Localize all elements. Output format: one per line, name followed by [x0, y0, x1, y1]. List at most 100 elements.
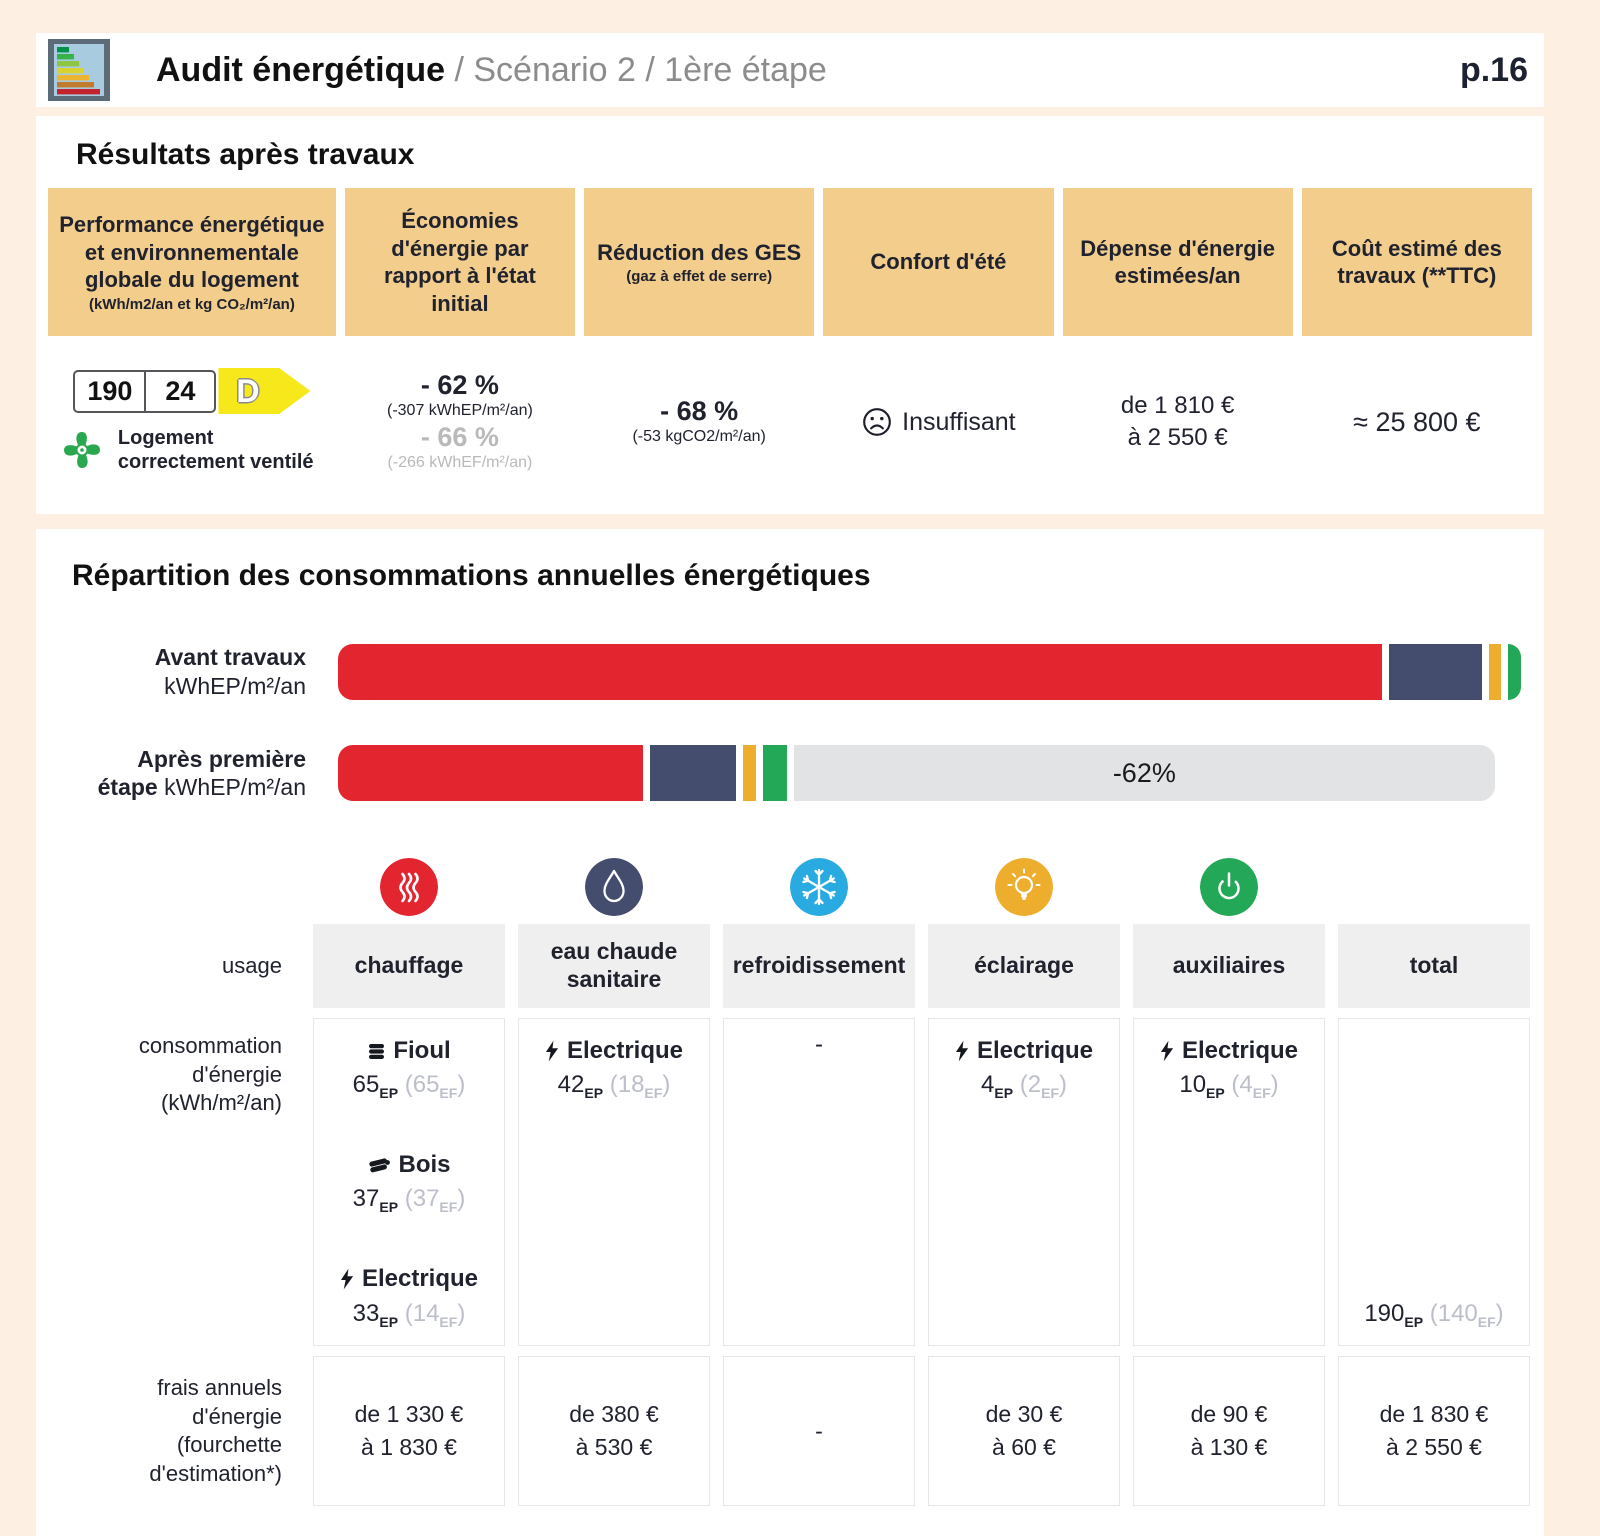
- dpe-co2-value: 24: [165, 375, 196, 406]
- power-icon: [1200, 858, 1258, 916]
- results-heading: Résultats après travaux: [76, 138, 415, 171]
- bois-icon: [367, 1156, 391, 1175]
- works-cost: ≈ 25 800 €: [1353, 406, 1481, 437]
- results-section: Résultats après travaux Performance éner…: [36, 116, 1544, 514]
- bar-segment-chauffage: [338, 643, 1383, 700]
- usage-row-label: usage: [222, 952, 282, 978]
- fan-icon: [63, 432, 100, 468]
- bolt-icon: [955, 1040, 970, 1062]
- ges-cell: - 68 % (-53 kgCO2/m²/an): [584, 346, 815, 498]
- performance-cell: 190 24 D Logement correctement ventil: [48, 346, 336, 498]
- col-auxiliaires: auxiliaires: [1133, 924, 1325, 1008]
- results-table-header: Performance énergétique et environnement…: [48, 188, 1532, 336]
- dpe-values-box: 190 24: [73, 369, 217, 413]
- bar-label-apres: Après première étape kWhEP/m²/an: [97, 745, 306, 801]
- costs-eclairage: de 30 € à 60 €: [928, 1356, 1120, 1507]
- usage-icons-row: [50, 858, 1530, 916]
- bolt-icon: [340, 1268, 355, 1290]
- snowflake-icon: [790, 858, 848, 916]
- expense-cell: de 1 810 € à 2 550 €: [1062, 346, 1293, 498]
- dpe-tag: 190 24 D: [73, 368, 311, 414]
- savings-ep-detail: (-307 kWhEP/m²/an): [387, 402, 533, 420]
- bar-segment-auxiliaires: [763, 745, 787, 802]
- page-title-main: Audit énergétique: [156, 50, 446, 89]
- costs-ecs: de 380 € à 530 €: [518, 1356, 710, 1507]
- bar-segment-economie: -62%: [793, 745, 1495, 802]
- costs-refroidissement: -: [723, 1356, 915, 1507]
- fioul-icon: [367, 1042, 386, 1061]
- col-header-depense: Dépense d'énergie estimées/an: [1062, 188, 1293, 336]
- consumption-ecs: Electrique 42EP (18EF): [518, 1018, 710, 1347]
- page-number: p.16: [1459, 50, 1528, 89]
- bar-segment-eclairage: [1489, 643, 1502, 700]
- col-eclairage: éclairage: [928, 924, 1120, 1008]
- bar-segment-ecs: [1389, 643, 1483, 700]
- col-header-performance: Performance énergétique et environnement…: [48, 188, 336, 336]
- stacked-bar-apres: -62%: [338, 745, 1530, 802]
- sad-face-icon: [863, 408, 891, 436]
- energy-value: Bois 37EP (37EF): [352, 1151, 466, 1216]
- bolt-icon: [1160, 1040, 1175, 1062]
- ges-pct: - 68 %: [660, 396, 739, 427]
- costs-total: de 1 830 € à 2 550 €: [1338, 1356, 1530, 1507]
- water-drop-icon: [585, 858, 643, 916]
- usage-header-row: usage chauffage eau chaude sanitaire ref…: [50, 924, 1530, 1008]
- energy-value: Electrique 42EP (18EF): [525, 1035, 703, 1103]
- dpe-scale-logo-icon: [48, 39, 110, 101]
- col-total: total: [1338, 924, 1530, 1008]
- col-chauffage: chauffage: [313, 924, 505, 1008]
- ventilation-row: Logement correctement ventilé: [56, 424, 328, 476]
- consumption-refroidissement: -: [723, 1018, 915, 1347]
- bolt-icon: [545, 1040, 560, 1062]
- energy-value: Electrique 10EP (4EF): [1140, 1035, 1318, 1103]
- ventilation-label: Logement correctement ventilé: [117, 427, 314, 473]
- energy-value: Electrique 4EP (2EF): [935, 1035, 1113, 1103]
- col-header-economies: Économies d'énergie par rapport à l'état…: [344, 188, 576, 336]
- dpe-ep-value: 190: [75, 371, 147, 411]
- ges-detail: (-53 kgCO2/m²/an): [632, 428, 766, 446]
- expense-range: de 1 810 € à 2 550 €: [1120, 391, 1235, 451]
- col-header-ges: Réduction des GES (gaz à effet de serre): [584, 188, 815, 336]
- comfort-label: Insuffisant: [902, 407, 1016, 436]
- bar-row-apres: Après première étape kWhEP/m²/an -62%: [50, 745, 1530, 803]
- bar-segment-eclairage: [742, 745, 757, 802]
- heating-icon: [380, 858, 438, 916]
- consumption-total: 190EP (140EF): [1338, 1018, 1530, 1347]
- dpe-grade-arrow: D: [218, 368, 311, 414]
- consumption-eclairage: Electrique 4EP (2EF): [928, 1018, 1120, 1347]
- energy-value: 190EP (140EF): [1364, 1299, 1504, 1330]
- costs-row-label: frais annuels d'énergie (fourchette d'estim…: [149, 1375, 282, 1486]
- consumption-row: consommation d'énergie (kWh/m²/an) Fioul 65…: [50, 1018, 1530, 1347]
- savings-ep-pct: - 62 %: [420, 370, 499, 401]
- costs-chauffage: de 1 330 € à 1 830 €: [313, 1356, 505, 1507]
- cost-cell: ≈ 25 800 €: [1301, 346, 1532, 498]
- col-ecs: eau chaude sanitaire: [518, 924, 710, 1008]
- savings-ef-detail: (-266 kWhEF/m²/an): [387, 454, 533, 472]
- energy-value: Electrique 33EP (14EF): [320, 1263, 498, 1331]
- page-title-subtitle: / Scénario 2 / 1ère étape: [454, 50, 827, 89]
- bar-row-avant: Avant travaux kWhEP/m²/an: [50, 643, 1530, 701]
- bar-segment-ecs: [650, 745, 736, 802]
- bar-label-avant: Avant travaux kWhEP/m²/an: [154, 644, 306, 699]
- bar-segment-chauffage: [338, 745, 644, 802]
- results-table-body: 190 24 D Logement correctement ventil: [48, 346, 1532, 498]
- stacked-bar-avant: [338, 643, 1530, 700]
- repartition-section: Répartition des consommations annuelles …: [36, 529, 1544, 1536]
- consumption-row-label: consommation d'énergie (kWh/m²/an): [138, 1033, 282, 1116]
- consumption-chauffage: Fioul 65EP (65EF) Bois 37EP (37EF) Electriqu…: [313, 1018, 505, 1347]
- savings-ef-pct: - 66 %: [420, 422, 499, 452]
- page-header: Audit énergétique / Scénario 2 / 1ère ét…: [36, 33, 1544, 107]
- bulb-icon: [995, 858, 1053, 916]
- col-refroidissement: refroidissement: [723, 924, 915, 1008]
- consumption-auxiliaires: Electrique 10EP (4EF): [1133, 1018, 1325, 1347]
- costs-auxiliaires: de 90 € à 130 €: [1133, 1356, 1325, 1507]
- bar-segment-auxiliaires: [1508, 643, 1522, 700]
- costs-row: frais annuels d'énergie (fourchette d'estim…: [50, 1356, 1530, 1507]
- comfort-cell: Insuffisant: [823, 346, 1054, 498]
- col-header-cout: Coût estimé des travaux (**TTC): [1301, 188, 1532, 336]
- col-header-confort: Confort d'été: [823, 188, 1054, 336]
- page-title: Audit énergétique / Scénario 2 / 1ère ét…: [156, 51, 827, 90]
- repartition-heading: Répartition des consommations annuelles …: [72, 559, 871, 592]
- bar-reduction-label: -62%: [1112, 757, 1176, 788]
- savings-cell: - 62 % (-307 kWhEP/m²/an) - 66 % (-266 k…: [344, 346, 576, 498]
